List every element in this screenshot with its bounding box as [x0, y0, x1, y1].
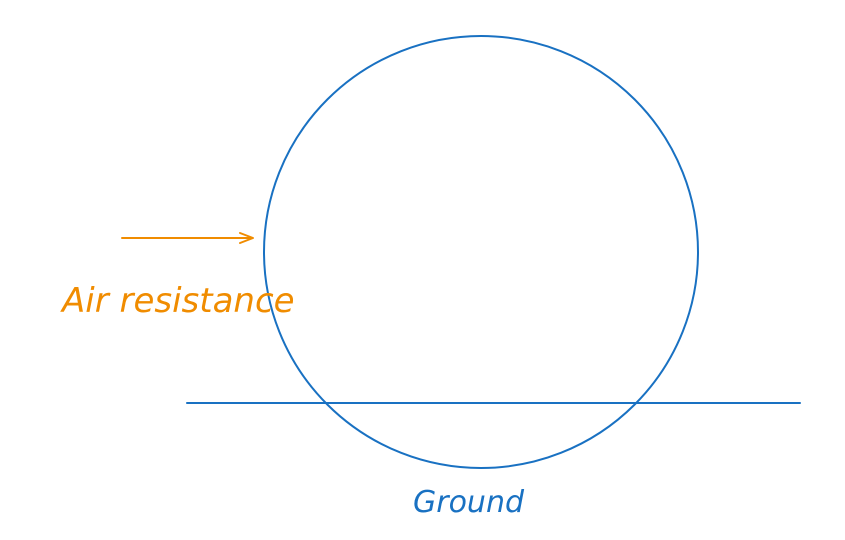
- ball-circle: [263, 35, 699, 469]
- arrow-head-icon: [239, 232, 254, 244]
- ground-label: Ground: [413, 485, 525, 520]
- air-resistance-label: Air resistance: [60, 281, 295, 321]
- air-resistance-arrow: [121, 232, 254, 244]
